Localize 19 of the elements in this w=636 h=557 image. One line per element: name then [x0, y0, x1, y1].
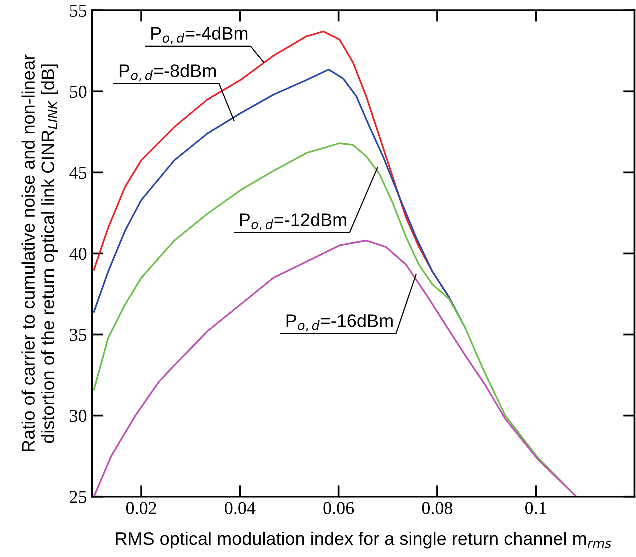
- x-tick-label: 0.08: [422, 502, 453, 514]
- y-tick-label: 55: [70, 5, 87, 18]
- x-tick-label: 0.06: [324, 502, 354, 514]
- y-tick-label: 40: [70, 248, 87, 260]
- x-tick-label: 0.02: [126, 502, 156, 514]
- y-tick-label: 45: [70, 167, 87, 180]
- y-tick-label: 50: [70, 86, 87, 98]
- y-tick-label: 30: [70, 410, 87, 422]
- x-tick-label: 0.1: [525, 502, 546, 514]
- y-axis-title: Ratio of carrier to cumulative noise and non-linear distortion of the return optical link CINR$_{LINK}$ [dB]: [22, 54, 58, 452]
- x-tick-label: 0.04: [225, 502, 256, 514]
- line-series: [93, 240, 578, 497]
- y-tick-label: 25: [70, 491, 87, 504]
- y-tick-label: 35: [70, 329, 87, 342]
- annotation: P$_{o,d}$=-4dBm: [152, 26, 248, 44]
- x-axis-title: RMS optical modulation index for a single return channel m$_{rms}$: [116, 532, 612, 549]
- annotation: P$_{o,d}$=-8dBm: [120, 64, 216, 82]
- annotation: P$_{o,d}$=-12dBm: [240, 213, 346, 231]
- annotation: P$_{o,d}$=-16dBm: [286, 314, 393, 332]
